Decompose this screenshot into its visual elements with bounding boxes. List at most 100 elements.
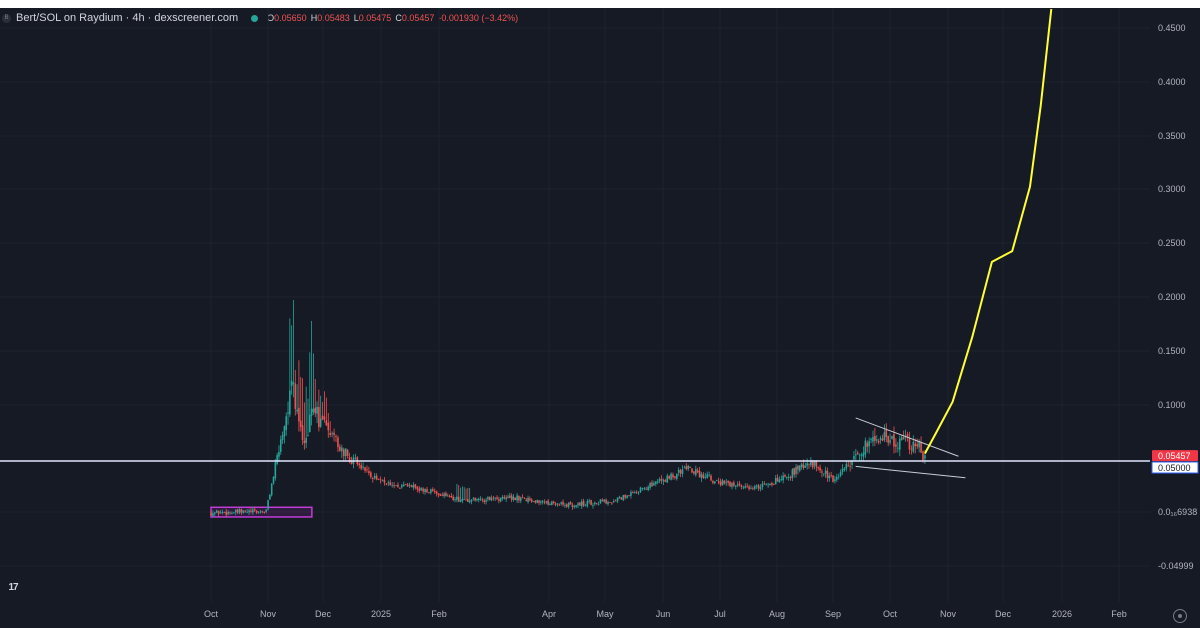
candle	[298, 360, 300, 432]
candle	[499, 497, 502, 503]
candle	[868, 437, 870, 454]
candle-body	[637, 492, 640, 494]
candle	[538, 500, 540, 506]
candle	[607, 500, 609, 506]
candle-body	[399, 487, 401, 489]
candle-body	[776, 477, 779, 482]
candle	[490, 495, 493, 502]
y-tick-label: 0.2500	[1158, 238, 1186, 248]
candle-body	[567, 502, 570, 507]
candle	[556, 502, 559, 507]
candle	[368, 466, 370, 476]
candle-body	[253, 509, 256, 511]
candle-body	[265, 509, 267, 512]
candle-body	[362, 466, 364, 468]
candle	[860, 452, 863, 461]
candle-body	[906, 434, 909, 438]
candle	[637, 491, 640, 496]
candle	[687, 464, 689, 472]
candle	[227, 510, 229, 516]
candle-body	[635, 491, 638, 493]
x-tick-label: Dec	[315, 609, 332, 619]
candle-body	[272, 477, 275, 484]
tradingview-logo-icon[interactable]: 17	[8, 581, 18, 593]
candle	[715, 479, 718, 481]
candle	[385, 482, 388, 486]
x-tick-label: Jul	[714, 609, 726, 619]
candle-body	[401, 485, 403, 488]
candle	[344, 448, 347, 462]
candle-body	[468, 500, 471, 503]
candle	[891, 435, 893, 440]
candle	[323, 391, 326, 423]
candle	[695, 465, 697, 477]
candle-body	[445, 493, 447, 497]
candle	[725, 478, 728, 486]
candle-body	[479, 498, 482, 500]
candle-body	[498, 499, 500, 501]
candle-body	[837, 476, 840, 478]
candle-body	[755, 485, 758, 487]
candle-body	[231, 512, 233, 514]
candle	[514, 497, 517, 501]
candle	[734, 485, 737, 490]
candle-body	[496, 497, 498, 499]
candle	[391, 481, 393, 488]
candle-body	[824, 470, 827, 474]
candle-body	[695, 469, 697, 475]
candle-body	[691, 468, 693, 473]
candle	[547, 499, 549, 506]
y-tick-label: 0.0₁₆6938	[1158, 507, 1197, 517]
candle-body	[791, 469, 794, 479]
y-tick-label: -0.04999	[1158, 561, 1194, 571]
candle-body	[569, 502, 572, 505]
y-tick-label: 0.4000	[1158, 77, 1186, 87]
candle-body	[296, 409, 298, 412]
candle-body	[420, 487, 422, 491]
candle-body	[397, 484, 399, 487]
candle	[424, 488, 426, 495]
candle	[457, 485, 460, 503]
candle	[279, 435, 282, 455]
candle-body	[860, 454, 863, 456]
candle	[418, 485, 421, 494]
candle	[316, 401, 318, 424]
candle-body	[435, 491, 438, 494]
candle	[301, 378, 304, 445]
candle-body	[774, 478, 777, 485]
candle-body	[490, 498, 493, 501]
candle-body	[879, 437, 882, 440]
candle	[558, 503, 561, 507]
candle-body	[395, 485, 397, 487]
candle-body	[819, 467, 821, 471]
candle-body	[294, 383, 297, 409]
candle	[371, 476, 374, 483]
candle	[507, 494, 509, 499]
candle	[573, 504, 576, 509]
candle	[639, 486, 642, 493]
candle	[826, 467, 829, 482]
candle-body	[830, 474, 832, 476]
gear-icon[interactable]	[1173, 609, 1187, 623]
candle	[509, 492, 511, 499]
candle-body	[731, 483, 733, 487]
candle	[738, 480, 741, 487]
candle	[675, 473, 678, 481]
candle	[904, 429, 907, 442]
candle-body	[335, 436, 337, 437]
candle	[252, 507, 254, 515]
candle	[841, 464, 844, 475]
candle	[362, 462, 364, 470]
candle-body	[624, 494, 627, 498]
candle	[847, 460, 850, 467]
candle-body	[734, 485, 737, 487]
candle	[645, 486, 648, 490]
candle	[566, 503, 568, 508]
candle	[383, 476, 386, 486]
candle	[733, 480, 735, 488]
candle-body	[660, 478, 663, 481]
top-white-bar	[0, 0, 1200, 8]
candle-body	[834, 479, 836, 482]
candle	[714, 481, 716, 485]
